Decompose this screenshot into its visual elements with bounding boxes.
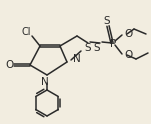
Text: S: S (85, 43, 91, 53)
Text: O: O (5, 60, 13, 70)
Text: S: S (94, 43, 100, 53)
Text: Cl: Cl (21, 27, 31, 37)
Text: N: N (73, 54, 81, 64)
Text: N: N (41, 77, 49, 87)
Text: O: O (124, 50, 132, 60)
Text: S: S (104, 16, 110, 26)
Text: P: P (110, 39, 116, 49)
Text: O: O (124, 29, 132, 39)
